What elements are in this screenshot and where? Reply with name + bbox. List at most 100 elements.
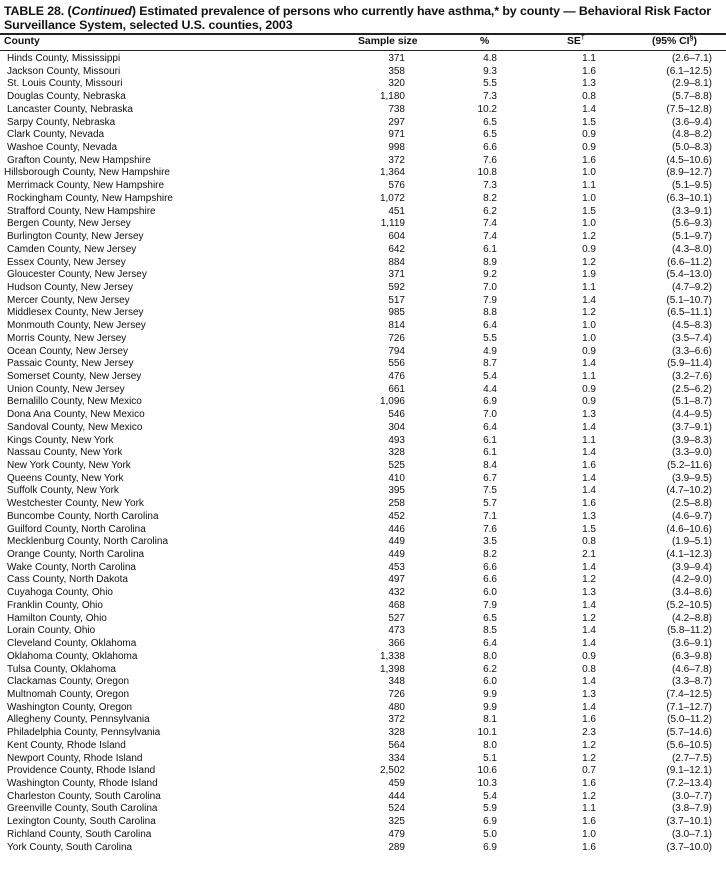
cell-percent: 6.4 [483,320,497,332]
cell-se: 1.2 [582,612,596,624]
cell-sample-size: 395 [388,485,405,497]
table-row: Richland County, South Carolina 479 5.0 1.0… [0,829,726,842]
cell-ci: (2.6–7.1) [671,53,712,64]
table-row: Passaic County, New Jersey 556 8.7 1.4 (5.9–… [0,358,726,371]
ci-label-close: ) [693,36,697,47]
cell-ci: (6.6–11.2) [667,256,712,268]
cell-percent: 10.3 [477,777,497,789]
cell-ci: (3.8–7.9) [671,803,712,815]
cell-ci: (5.6–9.3) [671,218,712,230]
cell-county: Camden County, New Jersey [7,243,137,255]
cell-sample-size: 546 [388,409,405,421]
cell-sample-size: 1,398 [379,663,405,675]
cell-se: 1.5 [582,116,596,128]
table-row: Strafford County, New Hampshire 451 6.2 1.5… [0,206,726,219]
cell-se: 1.4 [582,103,596,115]
cell-percent: 5.1 [483,752,497,764]
table-row: Orange County, North Carolina 449 8.2 2.1 (4… [0,549,726,562]
cell-percent: 4.4 [483,383,497,395]
cell-county: Multnomah County, Oregon [7,688,130,700]
cell-county: Ocean County, New Jersey [7,345,128,357]
table-row: Union County, New Jersey 661 4.4 0.9 (2.5–6.… [0,384,726,397]
cell-se: 1.3 [582,587,596,599]
cell-sample-size: 410 [388,472,405,484]
cell-county: Rockingham County, New Hampshire [7,192,173,204]
column-header-sample-size: Sample size [358,36,418,47]
cell-se: 1.2 [582,574,596,586]
ci-footnote-mark: § [689,34,694,42]
cell-ci: (7.1–12.7) [666,701,712,713]
cell-percent: 6.9 [483,841,497,853]
cell-ci: (4.7–10.2) [666,485,712,497]
cell-se: 1.4 [582,676,596,688]
cell-county: Kent County, Rhode Island [7,739,126,751]
cell-ci: (6.5–11.1) [667,307,712,319]
se-label: SE [567,36,581,47]
cell-county: Monmouth County, New Jersey [7,320,146,332]
cell-se: 1.0 [582,320,596,332]
cell-sample-size: 998 [388,142,405,154]
cell-percent: 7.6 [483,154,497,166]
cell-se: 1.3 [582,409,596,421]
cell-county: Union County, New Jersey [7,383,125,395]
cell-percent: 6.5 [483,612,497,624]
cell-se: 1.0 [582,167,596,179]
cell-sample-size: 1,338 [379,650,405,662]
table-row: Newport County, Rhode Island 334 5.1 1.2 (2.… [0,753,726,766]
cell-percent: 3.5 [483,536,497,548]
cell-ci: (3.3–9.0) [671,447,712,459]
cell-ci: (4.3–8.0) [671,243,712,255]
cell-percent: 6.0 [483,676,497,688]
cell-sample-size: 1,096 [379,396,405,408]
cell-ci: (2.5–6.2) [671,383,712,395]
cell-county: Suffolk County, New York [7,485,119,497]
cell-ci: (2.7–7.5) [671,752,712,764]
table-row: Cleveland County, Oklahoma 366 6.4 1.4 (3.6–… [0,638,726,651]
cell-sample-size: 2,502 [379,765,405,777]
cell-county: Lexington County, South Carolina [7,816,156,828]
cell-se: 1.4 [582,638,596,650]
cell-ci: (6.3–10.1) [666,192,712,204]
cell-ci: (1.9–5.1) [671,536,712,548]
cell-percent: 6.5 [483,129,497,141]
cell-se: 1.4 [582,625,596,637]
cell-percent: 9.2 [483,269,497,281]
cell-sample-size: 258 [388,498,405,510]
cell-sample-size: 517 [388,294,405,306]
se-footnote-mark: † [580,34,585,42]
cell-percent: 8.4 [483,460,497,471]
cell-county: Hinds County, Mississippi [7,53,121,64]
cell-se: 1.5 [582,205,596,217]
cell-sample-size: 642 [388,243,405,255]
cell-se: 1.6 [582,498,596,510]
cell-se: 1.2 [582,231,596,243]
cell-se: 2.1 [582,549,596,561]
header-top-rule [0,33,726,35]
cell-county: Providence County, Rhode Island [7,765,156,777]
table-row: New York County, New York 525 8.4 1.6 (5.2–1… [0,460,726,473]
cell-ci: (3.3–9.1) [671,205,712,217]
cell-county: York County, South Carolina [7,841,133,853]
cell-county: Oklahoma County, Oklahoma [7,650,138,662]
cell-county: Mecklenburg County, North Carolina [7,536,169,548]
cell-county: Dona Ana County, New Mexico [7,409,145,421]
table-row: Essex County, New Jersey 884 8.9 1.2 (6.6–11… [0,257,726,270]
cell-county: Hamilton County, Ohio [7,612,107,624]
cell-sample-size: 738 [388,103,405,115]
cell-percent: 8.5 [483,625,497,637]
cell-ci: (5.6–10.5) [666,739,712,751]
cell-se: 1.4 [582,447,596,459]
cell-county: Hudson County, New Jersey [7,281,133,293]
cell-ci: (4.2–9.0) [671,574,712,586]
cell-county: Nassau County, New York [7,447,123,459]
cell-county: Mercer County, New Jersey [7,294,130,306]
cell-county: Hillsborough County, New Hampshire [4,167,170,179]
cell-se: 0.9 [582,243,596,255]
cell-sample-size: 480 [388,701,405,713]
cell-county: Washoe County, Nevada [7,142,118,154]
cell-sample-size: 604 [388,231,405,243]
cell-percent: 8.0 [483,739,497,751]
cell-percent: 6.5 [483,116,497,128]
cell-sample-size: 794 [388,345,405,357]
cell-ci: (8.9–12.7) [666,167,712,179]
